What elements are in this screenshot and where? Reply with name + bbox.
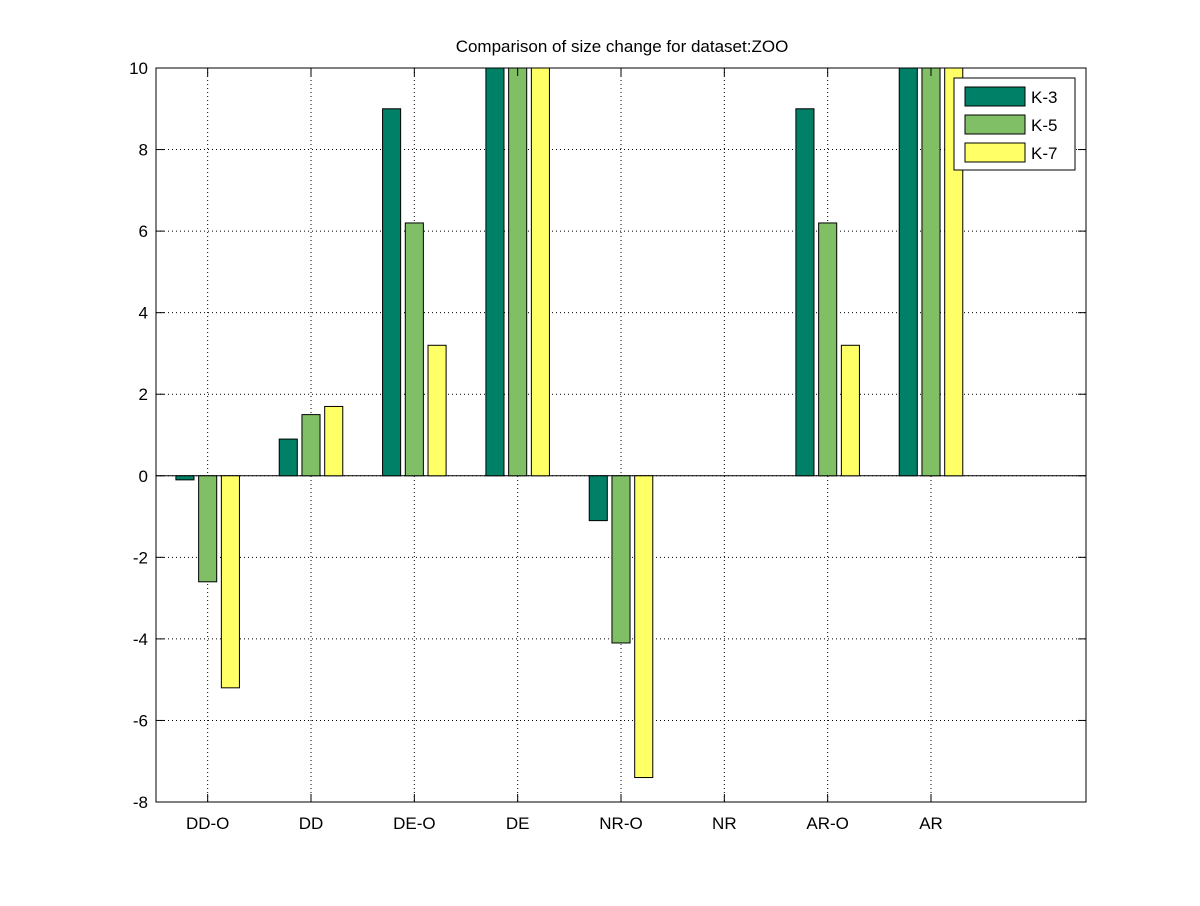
legend-label-k-3: K-3	[1031, 88, 1057, 107]
bar-k-5-de-o	[404, 222, 424, 477]
bar-k-7-dd-o	[220, 475, 240, 689]
bar-k-3-nr-o	[588, 475, 608, 522]
y-tick-label: 8	[139, 141, 148, 160]
legend-swatch-k-7	[964, 142, 1026, 163]
y-tick-labels: -8 -6 -4 -2 0 2 4 6 8 10	[129, 59, 148, 812]
bar-k-7-ar-o	[840, 344, 860, 477]
x-tick-label: NR-O	[599, 814, 642, 833]
plot-frame	[155, 67, 1087, 803]
y-tick-label: 0	[139, 467, 148, 486]
bar-k-5-ar-o	[818, 222, 838, 477]
y-tick-label: -8	[133, 793, 148, 812]
y-tick-label: -4	[133, 630, 148, 649]
x-tick-label: DD-O	[186, 814, 229, 833]
legend-label-k-7: K-7	[1031, 144, 1057, 163]
bar-k-7-dd	[324, 405, 344, 477]
bar-k-5-nr-o	[611, 475, 631, 644]
legend-label-k-5: K-5	[1031, 116, 1057, 135]
bar-k-3-ar-o	[795, 108, 815, 477]
y-tick-label: 4	[139, 304, 148, 323]
bar-k-3-dd-o	[175, 475, 195, 481]
y-tick-label: 10	[129, 59, 148, 78]
y-tick-label: -2	[133, 548, 148, 567]
y-tick-label: 6	[139, 222, 148, 241]
x-tick-label: DE-O	[393, 814, 436, 833]
x-tick-label: AR	[919, 814, 943, 833]
bar-k-5-dd-o	[198, 475, 218, 583]
bar-k-7-de	[530, 67, 550, 477]
x-tick-labels: DD-O DD DE-O DE NR-O NR AR-O AR	[186, 814, 943, 833]
bar-k-3-de	[485, 67, 505, 477]
bar-k-7-nr-o	[634, 475, 654, 779]
bar-k-3-ar	[898, 67, 918, 477]
x-tick-label: DE	[506, 814, 530, 833]
bars	[175, 67, 964, 779]
bar-k-5-de	[508, 67, 528, 477]
bar-k-3-de-o	[382, 108, 402, 477]
y-tick-label: 2	[139, 385, 148, 404]
y-tick-label: -6	[133, 711, 148, 730]
x-tick-label: DD	[299, 814, 324, 833]
legend-swatch-k-5	[964, 114, 1026, 135]
bar-k-5-ar	[921, 67, 941, 477]
chart-title: Comparison of size change for dataset:ZO…	[456, 37, 789, 56]
bar-k-3-dd	[278, 438, 298, 477]
x-tick-label: NR	[712, 814, 737, 833]
x-tick-label: AR-O	[806, 814, 849, 833]
legend-swatch-k-3	[964, 86, 1026, 107]
axes	[155, 67, 1087, 803]
bar-k-7-de-o	[427, 344, 447, 477]
legend: K-3 K-5 K-7	[953, 77, 1076, 171]
bar-k-5-dd	[301, 414, 321, 477]
